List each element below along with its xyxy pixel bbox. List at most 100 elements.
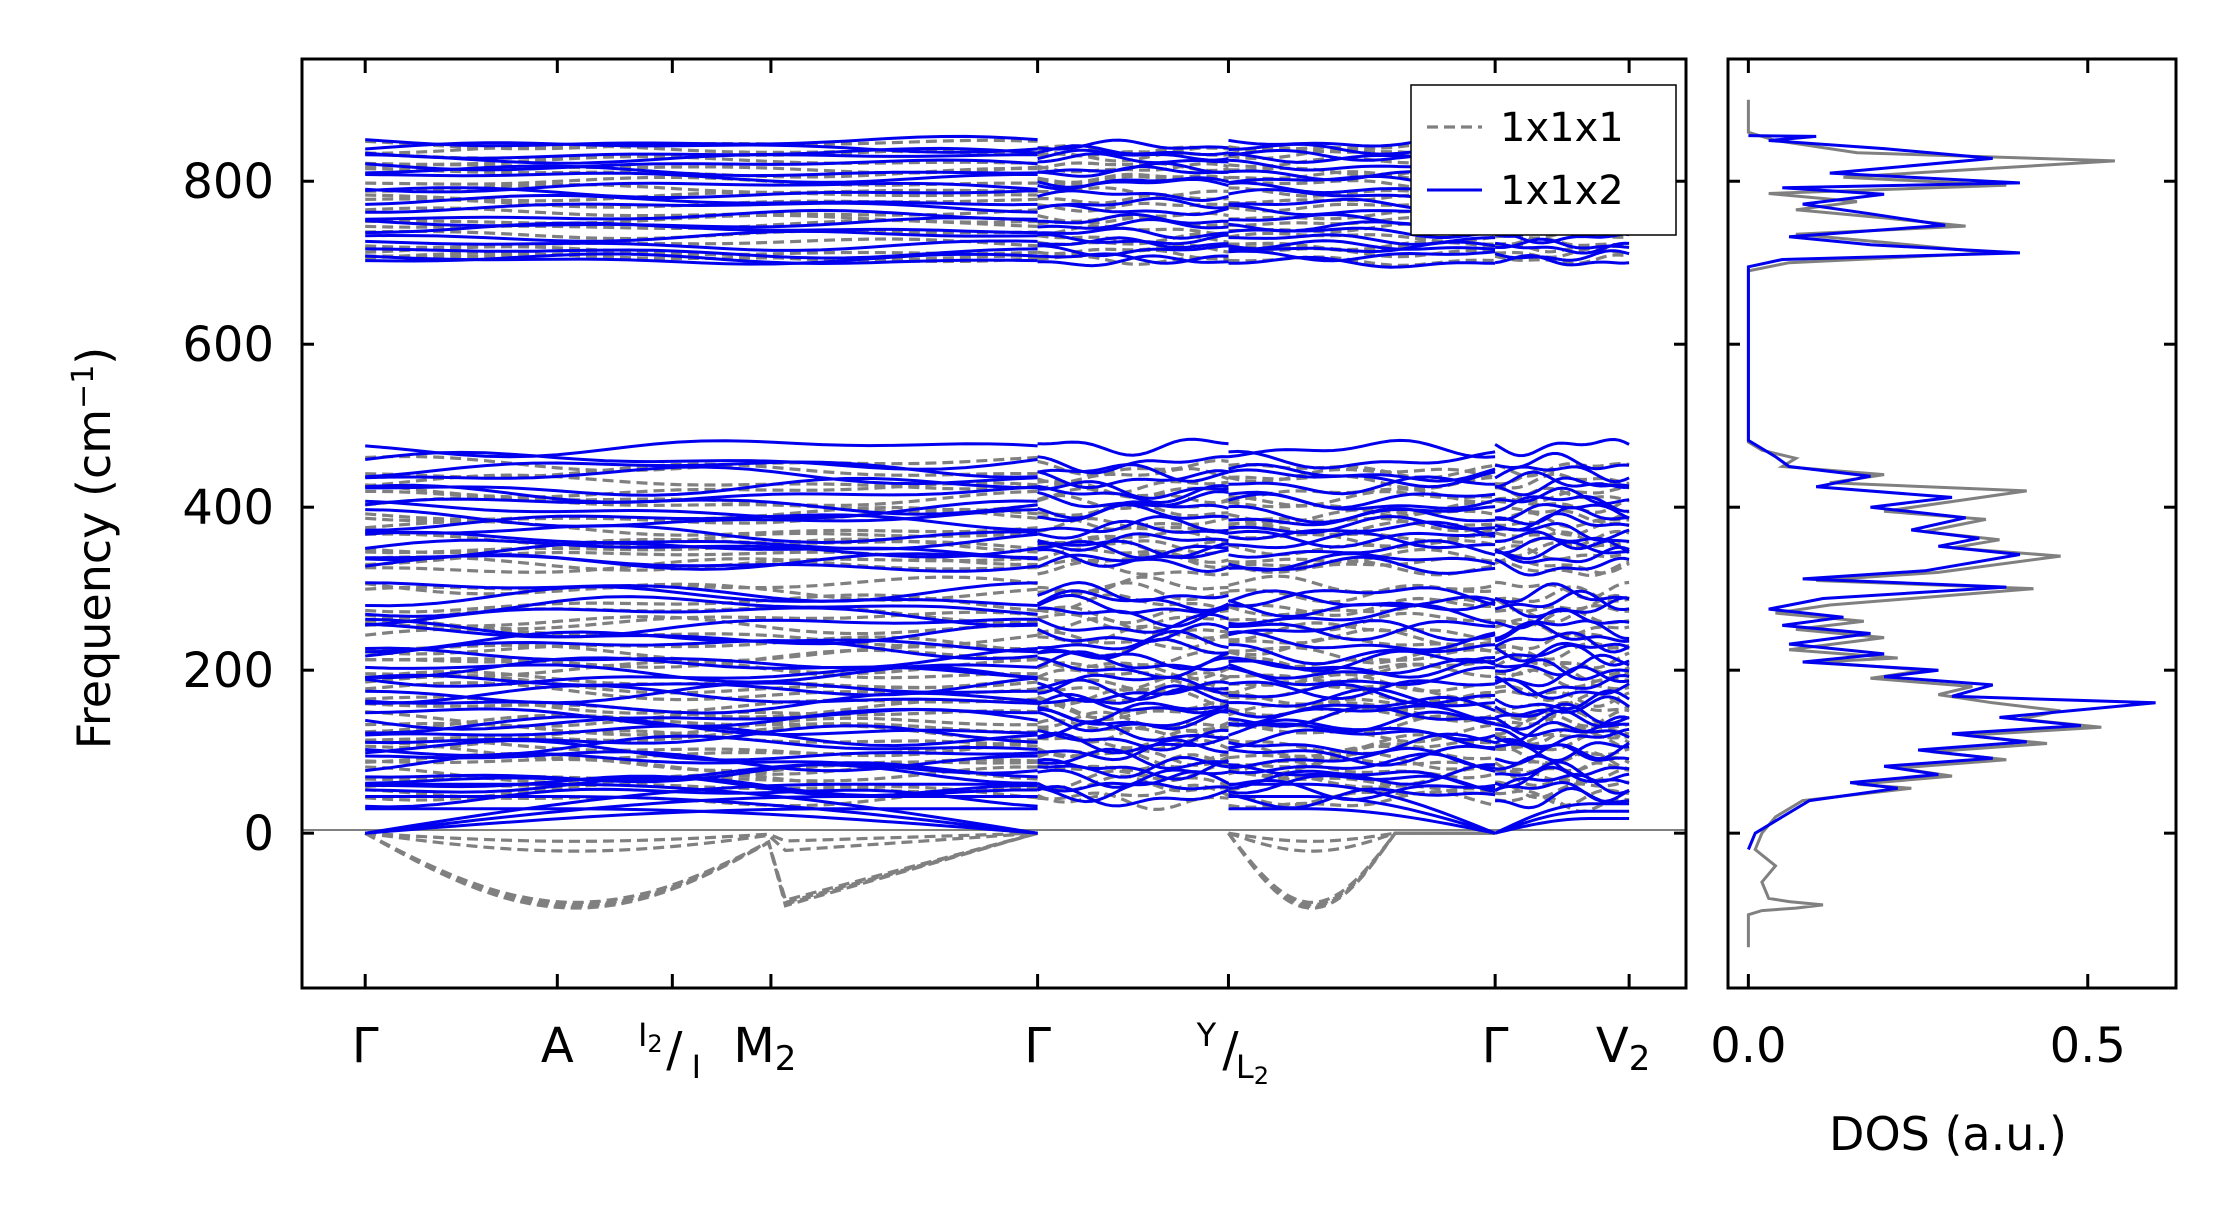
frequency-tick-label: 200 — [182, 643, 274, 699]
band-1x1x2-branch — [1494, 772, 1630, 795]
dos-panel: 0.0 0.5 DOS (a.u.) — [1710, 57, 2178, 1161]
band-1x1x2-branch — [1228, 514, 1496, 535]
band-1x1x1-branch — [365, 555, 1038, 572]
band-1x1x2-acoustic-d1 — [1494, 809, 1630, 835]
band-1x1x2-branch — [365, 638, 1038, 661]
band-1x1x1-branch — [1037, 593, 1229, 614]
band-1x1x1-branch — [1228, 596, 1496, 618]
band-1x1x2-branch — [365, 483, 1038, 504]
band-1x1x1-branch — [365, 648, 1038, 669]
band-1x1x1-branch — [1036, 783, 1230, 804]
band-1x1x1-branch — [1037, 688, 1229, 709]
band-1x1x2-branch — [1037, 728, 1229, 752]
band-1x1x1-branch — [365, 740, 1038, 761]
band-1x1x1-branch — [1037, 172, 1229, 185]
band-1x1x2-branch — [1494, 641, 1630, 663]
band-1x1x2-branch — [1228, 695, 1496, 719]
band-1x1x1-branch — [1037, 671, 1229, 692]
band-1x1x2-branch — [1037, 189, 1229, 203]
band-1x1x1-branch — [1228, 500, 1496, 518]
band-1x1x2-branch — [1228, 520, 1496, 541]
band-1x1x2-branch — [365, 581, 1038, 603]
band-1x1x2-branch — [1495, 505, 1630, 526]
band-1x1x2-branch — [1228, 504, 1496, 524]
band-1x1x1-branch — [1037, 458, 1229, 477]
dos-axis-label: DOS (a.u.) — [1829, 1107, 2067, 1161]
band-1x1x2-branch — [365, 171, 1038, 184]
band-1x1x2-branch — [1228, 682, 1496, 706]
band-1x1x1-branch — [1037, 630, 1230, 651]
band-1x1x2-branch — [365, 673, 1038, 697]
band-1x1x1-branch — [1037, 529, 1229, 548]
band-1x1x2-branch — [365, 663, 1038, 684]
band-1x1x2-acoustic-b1 — [365, 795, 1038, 835]
band-1x1x2-branch — [365, 465, 1038, 486]
band-1x1x1-branch — [1037, 162, 1229, 174]
band-1x1x2-branch — [1227, 589, 1496, 612]
band-1x1x1-branch — [365, 250, 1038, 262]
band-1x1x2-branch — [365, 201, 1038, 214]
band-1x1x1-branch — [365, 593, 1038, 614]
band-1x1x2-branch — [1494, 631, 1630, 654]
band-1x1x1-branch — [1036, 738, 1230, 759]
svg-text:/: / — [1222, 1022, 1239, 1078]
band-1x1x1-branch — [365, 537, 1038, 555]
band-1x1x1-branch — [1495, 780, 1630, 800]
band-1x1x1-branch — [365, 197, 1038, 209]
band-1x1x1-branch — [1037, 575, 1229, 596]
frequency-tick-label: 400 — [182, 480, 274, 536]
band-1x1x2-branch — [1228, 769, 1496, 790]
band-1x1x2-branch — [1037, 532, 1229, 552]
band-1x1x1-branch — [1228, 467, 1496, 484]
band-1x1x2-branch — [1037, 152, 1229, 165]
frequency-axis-label-end: ) — [67, 347, 121, 365]
frequency-axis-label-main: Frequency (cm — [67, 409, 121, 749]
band-1x1x1-branch — [1494, 655, 1630, 676]
band-1x1x1-branch — [365, 660, 1038, 680]
band-1x1x1-branch — [365, 251, 1038, 264]
band-1x1x1-branch — [1037, 224, 1229, 236]
band-1x1x2-branch — [365, 707, 1038, 728]
band-1x1x1-branch — [1495, 662, 1630, 683]
band-1x1x1-branch — [365, 713, 1038, 734]
band-1x1x1-acoustic-c5 — [1228, 831, 1496, 843]
kpoint-label: Γ — [1482, 1018, 1509, 1074]
band-1x1x2-branch — [365, 538, 1038, 559]
band-1x1x1-branch — [1037, 753, 1230, 772]
band-1x1x2-branch — [1494, 452, 1630, 471]
band-1x1x1-branch — [365, 229, 1038, 241]
band-1x1x1-branch — [1228, 547, 1496, 564]
svg-text:Y: Y — [1196, 1016, 1217, 1054]
band-1x1x2-branch — [1228, 619, 1496, 642]
band-1x1x2-branch — [365, 595, 1038, 618]
band-1x1x2-branch — [1228, 462, 1496, 483]
band-1x1x2-branch — [1228, 665, 1496, 687]
band-1x1x2-branch — [365, 617, 1038, 639]
band-1x1x2-branch — [365, 193, 1038, 207]
band-1x1x2-branch — [1494, 545, 1630, 564]
kpoint-label: I2/I — [638, 1016, 701, 1086]
band-1x1x2-branch — [365, 622, 1038, 646]
band-1x1x2-branch — [365, 252, 1038, 266]
kpoint-label: Γ — [352, 1018, 379, 1074]
band-1x1x2-branch — [1495, 530, 1630, 551]
band-1x1x2-branch — [365, 476, 1038, 497]
band-1x1x2-branch — [365, 247, 1038, 260]
band-1x1x2-branch — [1037, 757, 1229, 781]
band-1x1x2-branch — [1228, 746, 1496, 770]
band-1x1x2-branch — [1228, 438, 1496, 459]
band-1x1x2-branch — [1494, 582, 1630, 604]
band-1x1x2-branch — [365, 141, 1038, 154]
band-1x1x1-branch — [365, 237, 1038, 249]
band-1x1x2-branch — [1494, 512, 1630, 532]
band-1x1x2-branch — [365, 186, 1038, 199]
band-1x1x2-branch — [1228, 763, 1496, 786]
band-1x1x2-branch — [1228, 531, 1496, 550]
frequency-tick-label: 0 — [243, 806, 274, 862]
band-1x1x2-branch — [1494, 556, 1630, 577]
band-1x1x2-branch — [365, 552, 1038, 571]
band-1x1x2-branch — [1037, 731, 1229, 755]
band-1x1x1-branch — [1037, 661, 1230, 681]
band-1x1x2-branch — [365, 229, 1038, 243]
